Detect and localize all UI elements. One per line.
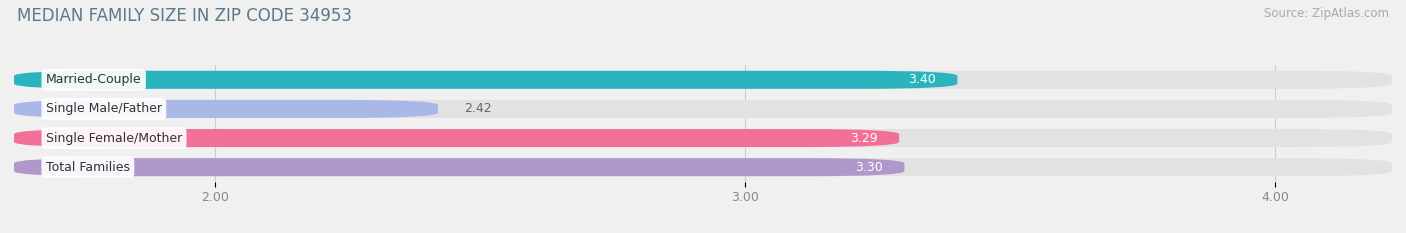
Text: Total Families: Total Families — [46, 161, 129, 174]
FancyBboxPatch shape — [14, 71, 1392, 89]
FancyBboxPatch shape — [14, 129, 898, 147]
FancyBboxPatch shape — [14, 100, 1392, 118]
Text: 3.40: 3.40 — [908, 73, 936, 86]
Text: Single Female/Mother: Single Female/Mother — [46, 132, 183, 144]
Text: Source: ZipAtlas.com: Source: ZipAtlas.com — [1264, 7, 1389, 20]
Text: Single Male/Father: Single Male/Father — [46, 103, 162, 115]
FancyBboxPatch shape — [14, 129, 1392, 147]
FancyBboxPatch shape — [14, 158, 1392, 176]
Text: 3.30: 3.30 — [855, 161, 883, 174]
Text: MEDIAN FAMILY SIZE IN ZIP CODE 34953: MEDIAN FAMILY SIZE IN ZIP CODE 34953 — [17, 7, 352, 25]
Text: Married-Couple: Married-Couple — [46, 73, 142, 86]
Text: 2.42: 2.42 — [464, 103, 492, 115]
FancyBboxPatch shape — [14, 100, 439, 118]
Text: 3.29: 3.29 — [851, 132, 877, 144]
FancyBboxPatch shape — [14, 71, 957, 89]
FancyBboxPatch shape — [14, 158, 904, 176]
